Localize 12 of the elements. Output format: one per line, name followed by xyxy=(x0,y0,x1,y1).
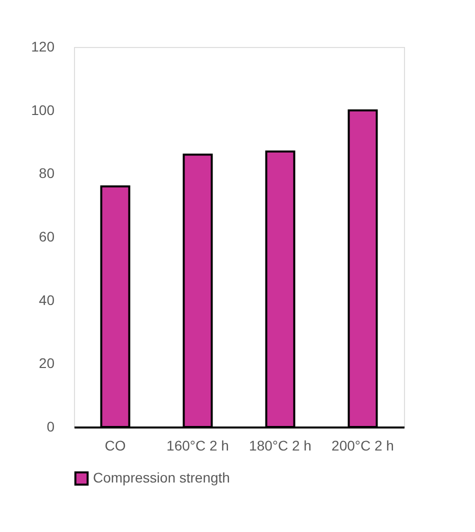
y-tick-label: 100 xyxy=(31,102,55,118)
x-tick-label: 200°C 2 h xyxy=(332,438,394,454)
legend-label: Compression strength xyxy=(93,470,230,486)
y-tick-label: 0 xyxy=(46,418,55,434)
y-tick-label: 20 xyxy=(38,355,55,372)
x-tick-label: 160°C 2 h xyxy=(166,438,229,454)
y-tick-label: 80 xyxy=(38,165,55,182)
x-tick-label: 180°C 2 h xyxy=(249,438,312,454)
y-tick-label: 60 xyxy=(38,228,55,244)
y-tick-label: 120 xyxy=(31,38,55,54)
x-tick-label: CO xyxy=(104,438,126,454)
y-tick-label: 40 xyxy=(38,292,55,308)
